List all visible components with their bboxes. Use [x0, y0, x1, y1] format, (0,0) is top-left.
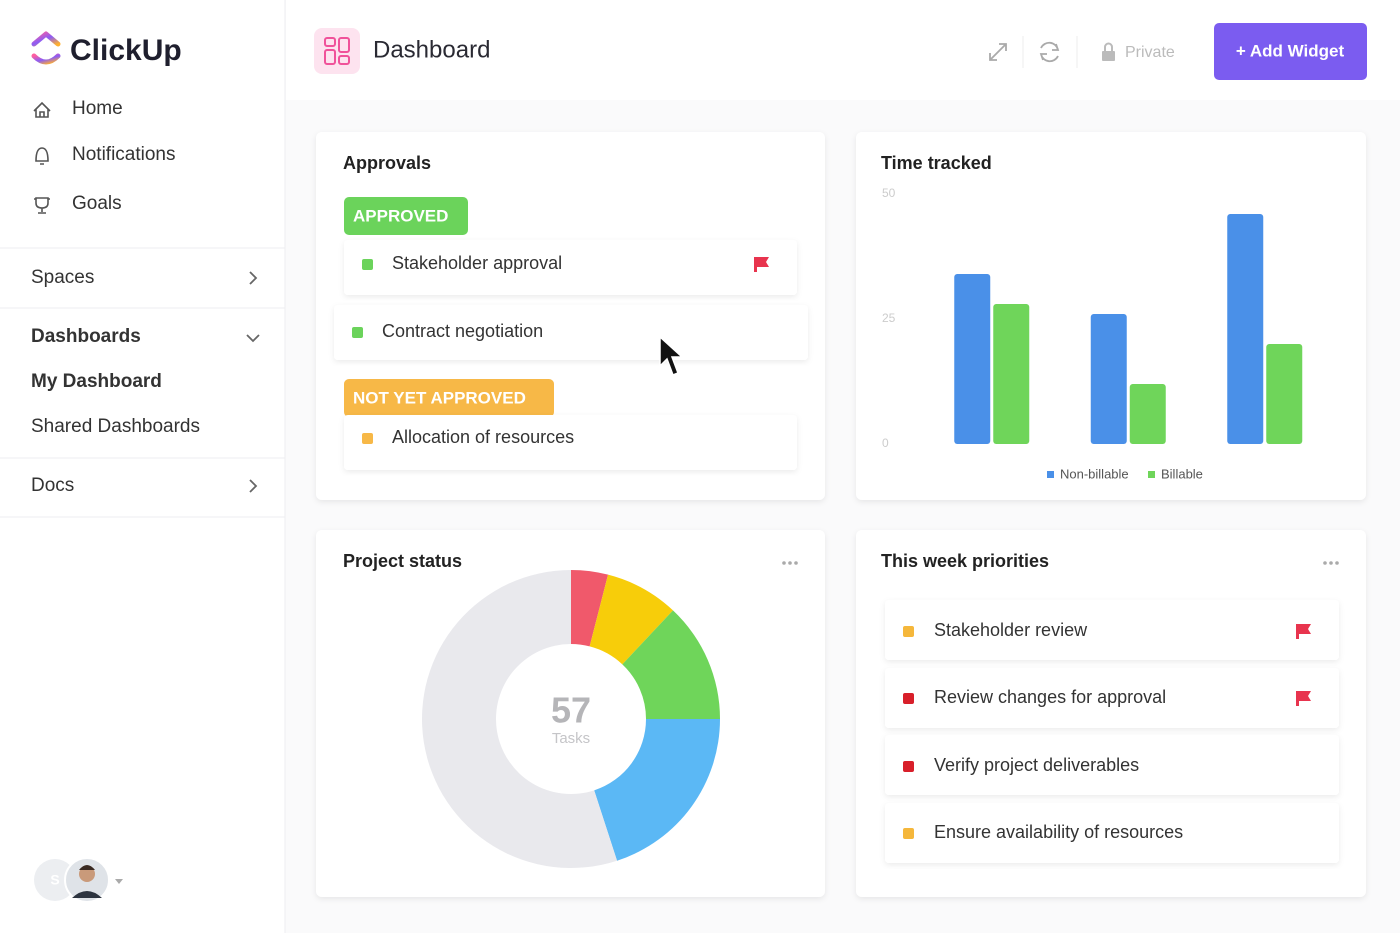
- task-row[interactable]: [885, 668, 1339, 728]
- widget-title: Approvals: [343, 153, 431, 173]
- task-row[interactable]: [885, 803, 1339, 863]
- legend-swatch: [1047, 471, 1054, 478]
- y-tick-label: 0: [882, 436, 889, 450]
- section-item[interactable]: Dashboards: [31, 326, 141, 347]
- dashboard-icon: [314, 28, 360, 74]
- section-item[interactable]: Spaces: [31, 267, 94, 288]
- page-title: Dashboard: [373, 36, 490, 63]
- status-tag: [344, 379, 554, 417]
- status-tag-label: NOT YET APPROVED: [353, 388, 526, 407]
- add-widget-label[interactable]: + Add Widget: [1236, 41, 1345, 60]
- task-row[interactable]: [344, 415, 797, 470]
- logo-icon: [31, 31, 61, 65]
- status-tag-label: APPROVED: [353, 206, 448, 225]
- nav-item[interactable]: Home: [72, 98, 123, 119]
- legend-label: Billable: [1161, 466, 1203, 481]
- status-tag: [344, 197, 468, 235]
- task-name: Verify project deliverables: [934, 755, 1139, 775]
- donut-center-value: 57: [551, 690, 591, 731]
- task-name: Allocation of resources: [392, 427, 574, 447]
- task-name: Review changes for approval: [934, 687, 1166, 707]
- bar: [993, 304, 1030, 444]
- status-dot: [352, 327, 363, 338]
- avatar-caret[interactable]: [115, 879, 123, 884]
- content: ClickUp Home Notifications Goals Spaces Dashb…: [31, 34, 1344, 888]
- donut-center-label: Tasks: [552, 730, 590, 747]
- donut-slice: [422, 570, 618, 868]
- task-row[interactable]: [885, 600, 1339, 660]
- y-tick-label: 50: [882, 186, 896, 200]
- task-name: Contract negotiation: [382, 321, 543, 341]
- bar: [1227, 214, 1264, 444]
- widget-title: This week priorities: [881, 551, 1049, 571]
- section-item[interactable]: Docs: [31, 475, 74, 496]
- avatar-photo[interactable]: [64, 857, 110, 903]
- status-dot: [362, 433, 373, 444]
- dashboard-link[interactable]: My Dashboard: [31, 371, 162, 392]
- private-label[interactable]: Private: [1125, 44, 1175, 61]
- task-row[interactable]: [344, 240, 797, 295]
- header-tools[interactable]: [989, 41, 1060, 63]
- status-dot: [362, 259, 373, 270]
- more-menu[interactable]: [782, 561, 798, 565]
- nav-icons: [33, 101, 51, 214]
- avatar-initial: S: [50, 872, 59, 888]
- priority-dot: [903, 828, 914, 839]
- dashboard-icon-glyph: [324, 37, 350, 65]
- lock-icon: [1102, 42, 1115, 61]
- bar: [1129, 384, 1166, 444]
- donut-slice: [571, 570, 609, 647]
- nav-item[interactable]: Notifications: [72, 144, 176, 165]
- more-menu[interactable]: [1323, 561, 1339, 565]
- card: [316, 530, 825, 897]
- bar: [954, 274, 991, 444]
- legend-swatch: [1148, 471, 1155, 478]
- flag: [1296, 624, 1311, 639]
- priority-dot: [903, 693, 914, 704]
- sidebar-dividers: [0, 247, 285, 518]
- chevrons: [246, 271, 260, 493]
- nav-item[interactable]: Goals: [72, 193, 122, 214]
- avatar-initial-circle[interactable]: [34, 859, 76, 901]
- dashboard-link[interactable]: Shared Dashboards: [31, 416, 200, 437]
- task-name: Stakeholder approval: [392, 253, 562, 273]
- task-name: Ensure availability of resources: [934, 822, 1183, 842]
- donut-slice: [589, 574, 673, 665]
- donut-slice: [622, 610, 720, 719]
- bar: [1266, 344, 1303, 444]
- priority-dot: [903, 626, 914, 637]
- add-widget-button[interactable]: [1214, 23, 1367, 80]
- task-name: Stakeholder review: [934, 620, 1088, 640]
- widget-title: Time tracked: [881, 153, 992, 173]
- flag: [1296, 691, 1311, 706]
- priority-dot: [903, 761, 914, 772]
- mouse-cursor: [659, 335, 684, 376]
- widget-title: Project status: [343, 551, 462, 571]
- legend-label: Non-billable: [1060, 466, 1129, 481]
- task-row[interactable]: [885, 735, 1339, 795]
- task-row[interactable]: [334, 305, 808, 360]
- y-tick-label: 25: [882, 311, 896, 325]
- flag: [754, 257, 769, 272]
- logo-text: ClickUp: [70, 34, 182, 67]
- bar: [1090, 314, 1127, 444]
- sidebar: [0, 0, 285, 933]
- donut-slice: [594, 719, 720, 861]
